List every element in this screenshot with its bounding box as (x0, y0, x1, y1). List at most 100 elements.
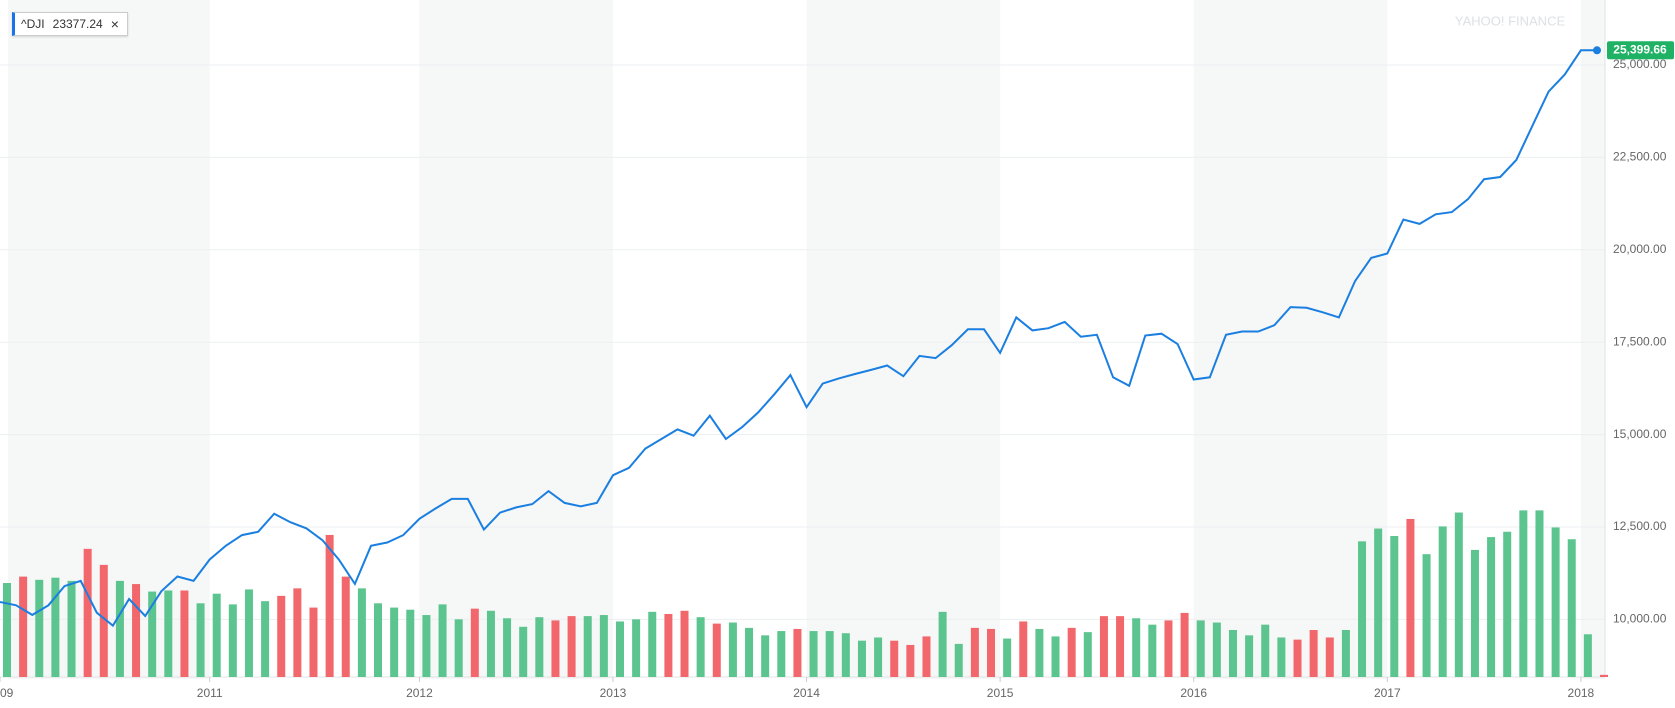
volume-bar (148, 591, 157, 677)
volume-bar (1261, 624, 1270, 677)
x-tick-label: 2015 (987, 686, 1014, 700)
volume-bar (519, 626, 528, 677)
volume-bar (293, 588, 302, 677)
volume-bar (422, 615, 431, 677)
volume-bar (922, 636, 931, 677)
volume-bar (1535, 510, 1544, 677)
volume-bar (486, 610, 495, 677)
volume-bar (551, 620, 560, 677)
x-tick-label: 2009 (0, 686, 14, 700)
volume-bar (954, 643, 963, 677)
volume-bar (470, 608, 479, 677)
volume-bar (615, 621, 624, 677)
year-band (1580, 0, 1605, 679)
volume-bar (1567, 539, 1576, 677)
volume-bar (164, 590, 173, 677)
volume-bar (1228, 630, 1237, 677)
volume-bar (1551, 527, 1560, 677)
volume-bar (1245, 635, 1254, 677)
volume-bar (51, 577, 60, 677)
volume-bar (374, 603, 383, 677)
volume-bar (196, 603, 205, 677)
volume-bar (503, 618, 512, 677)
volume-bar (535, 617, 544, 677)
volume-bar (1406, 518, 1415, 677)
volume-bar (793, 628, 802, 677)
x-tick-label: 2016 (1180, 686, 1207, 700)
volume-bar (728, 622, 737, 677)
last-badge (1607, 41, 1674, 60)
volume-bar (1212, 622, 1221, 677)
volume-bar (696, 617, 705, 677)
volume-bar (1116, 616, 1125, 677)
volume-bar (1067, 627, 1076, 677)
x-tick-label: 2012 (406, 686, 433, 700)
y-tick-label: 15,000.00 (1613, 427, 1667, 441)
volume-bar (35, 579, 44, 677)
volume-bar (857, 640, 866, 677)
volume-bar (83, 548, 92, 677)
volume-bar (341, 576, 350, 677)
volume-bar (632, 619, 641, 677)
volume-bar (1132, 618, 1141, 677)
volume-bar (132, 584, 141, 677)
volume-bar (1454, 512, 1463, 677)
y-tick-label: 10,000.00 (1613, 612, 1667, 626)
volume-bar (1600, 674, 1608, 677)
last-point (1593, 46, 1601, 55)
volume-bar (1325, 637, 1334, 677)
volume-bar (277, 595, 286, 677)
volume-bar (390, 607, 399, 677)
volume-bar (1019, 621, 1028, 677)
volume-bar (1503, 531, 1512, 677)
volume-bar (599, 615, 608, 677)
symbol-badge[interactable]: ^DJI 23377.24 × (12, 12, 128, 36)
volume-bar (1164, 620, 1173, 677)
volume-bar (712, 623, 721, 677)
y-tick-label: 20,000.00 (1613, 242, 1667, 256)
last-label: 25,399.66 (1613, 42, 1667, 56)
volume-bar (1422, 554, 1431, 677)
volume-bar (664, 613, 673, 677)
volume-bar (1293, 639, 1302, 677)
volume-bar (970, 627, 979, 677)
volume-bar (228, 604, 237, 677)
watermark: YAHOO! FINANCE (1455, 13, 1566, 28)
volume-bar (99, 564, 108, 677)
volume-bar (987, 628, 996, 677)
volume-bar (583, 616, 592, 677)
volume-bar (1196, 620, 1205, 677)
volume-bar (1099, 616, 1108, 677)
volume-bar (648, 611, 657, 677)
x-tick-label: 2017 (1374, 686, 1401, 700)
volume-bar (1309, 630, 1318, 677)
y-tick-label: 22,500.00 (1613, 150, 1667, 164)
volume-bar (1083, 632, 1092, 677)
year-band (806, 0, 1001, 679)
volume-bar (874, 637, 883, 677)
volume-bar (212, 593, 221, 677)
volume-bar (1277, 637, 1286, 677)
volume-bar (777, 631, 786, 677)
volume-bar (1358, 541, 1367, 677)
close-button[interactable]: × (110, 16, 119, 32)
volume-bar (309, 607, 318, 677)
volume-bar (406, 609, 415, 677)
year-band (1193, 0, 1388, 679)
volume-bar (680, 610, 689, 677)
volume-bar (3, 583, 11, 677)
volume-bar (1390, 536, 1399, 677)
year-band (419, 0, 613, 679)
volume-bar (325, 534, 334, 677)
volume-bar (745, 627, 754, 677)
volume-bar (1374, 528, 1383, 677)
price-line (0, 49, 1597, 628)
volume-bar (115, 580, 124, 677)
volume-bar (261, 601, 270, 677)
volume-bar (809, 631, 818, 677)
volume-bar (890, 640, 899, 677)
volume-bar (357, 588, 366, 677)
volume-bar (1438, 526, 1447, 677)
